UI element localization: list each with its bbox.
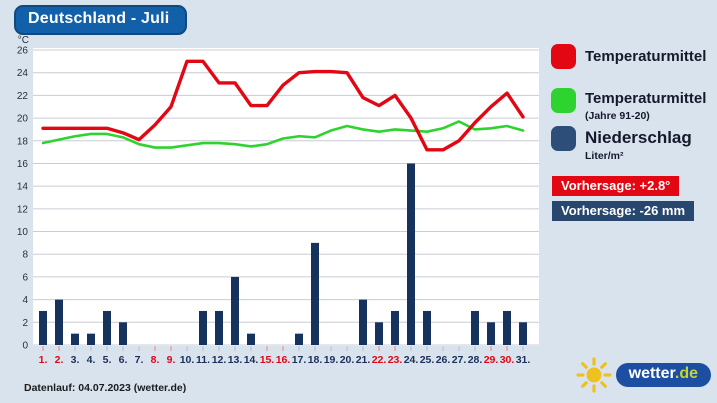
svg-text:29.: 29.: [484, 354, 499, 366]
svg-text:17.: 17.: [292, 354, 307, 366]
svg-text:6: 6: [22, 272, 28, 283]
svg-text:13.: 13.: [228, 354, 243, 366]
legend-item-precipitation: Niederschlag Liter/m²: [551, 126, 692, 162]
svg-text:23.: 23.: [388, 354, 403, 366]
legend-sublabel: Liter/m²: [585, 150, 624, 162]
svg-text:6.: 6.: [119, 354, 128, 366]
svg-text:4.: 4.: [87, 354, 96, 366]
svg-text:9.: 9.: [167, 354, 176, 366]
svg-text:21.: 21.: [356, 354, 371, 366]
svg-text:°C: °C: [18, 35, 29, 46]
svg-text:16.: 16.: [276, 354, 291, 366]
svg-text:11.: 11.: [196, 354, 210, 366]
logo-wordmark: wetter.de: [615, 363, 711, 387]
svg-text:20: 20: [17, 114, 29, 125]
svg-text:14.: 14.: [244, 354, 259, 366]
svg-text:22.: 22.: [372, 354, 387, 366]
svg-text:14: 14: [17, 182, 29, 193]
green-swatch-icon: [551, 88, 576, 113]
svg-text:3.: 3.: [71, 354, 80, 366]
svg-text:26.: 26.: [436, 354, 451, 366]
sun-icon: [576, 357, 612, 393]
forecast-precipitation-badge: Vorhersage: -26 mm: [552, 201, 695, 221]
svg-text:18: 18: [17, 136, 29, 147]
legend-item-climate-mean: Temperaturmittel (Jahre 91-20): [551, 88, 706, 122]
svg-text:22: 22: [17, 91, 29, 102]
wetter-de-logo: wetter.de: [575, 356, 711, 394]
svg-text:19.: 19.: [324, 354, 339, 366]
svg-text:27.: 27.: [452, 354, 467, 366]
svg-text:12.: 12.: [212, 354, 227, 366]
svg-text:26: 26: [17, 46, 29, 57]
red-swatch-icon: [551, 44, 576, 69]
navy-swatch-icon: [551, 126, 576, 151]
svg-text:18.: 18.: [308, 354, 323, 366]
page-title: Deutschland - Juli: [14, 5, 188, 35]
legend-label: Niederschlag: [585, 128, 692, 147]
svg-text:4: 4: [22, 295, 28, 306]
legend-label: Temperaturmittel: [585, 90, 707, 107]
svg-text:10: 10: [17, 227, 29, 238]
svg-text:31.: 31.: [516, 354, 531, 366]
svg-text:7.: 7.: [135, 354, 144, 366]
legend-label: Temperaturmittel: [585, 48, 707, 65]
svg-text:2.: 2.: [55, 354, 64, 366]
svg-text:16: 16: [17, 159, 29, 170]
svg-text:0: 0: [22, 341, 28, 352]
svg-text:20.: 20.: [340, 354, 355, 366]
svg-text:10.: 10.: [180, 354, 195, 366]
svg-text:8: 8: [22, 250, 28, 261]
svg-text:12: 12: [17, 204, 29, 215]
svg-text:5.: 5.: [103, 354, 112, 366]
svg-text:1.: 1.: [39, 354, 48, 366]
svg-text:28.: 28.: [468, 354, 483, 366]
svg-text:30.: 30.: [500, 354, 515, 366]
svg-text:15.: 15.: [260, 354, 275, 366]
page-title-text: Deutschland - Juli: [28, 10, 170, 27]
svg-text:2: 2: [22, 318, 28, 329]
forecast-temperature-badge: Vorhersage: +2.8°: [552, 176, 680, 196]
legend-item-temperature-mean: Temperaturmittel: [551, 44, 706, 69]
svg-text:25.: 25.: [420, 354, 435, 366]
data-run-label: Datenlauf: 04.07.2023 (wetter.de): [24, 382, 187, 394]
legend-sublabel: (Jahre 91-20): [585, 110, 650, 122]
svg-text:24: 24: [17, 68, 29, 79]
svg-text:8.: 8.: [151, 354, 160, 366]
svg-text:24.: 24.: [404, 354, 419, 366]
